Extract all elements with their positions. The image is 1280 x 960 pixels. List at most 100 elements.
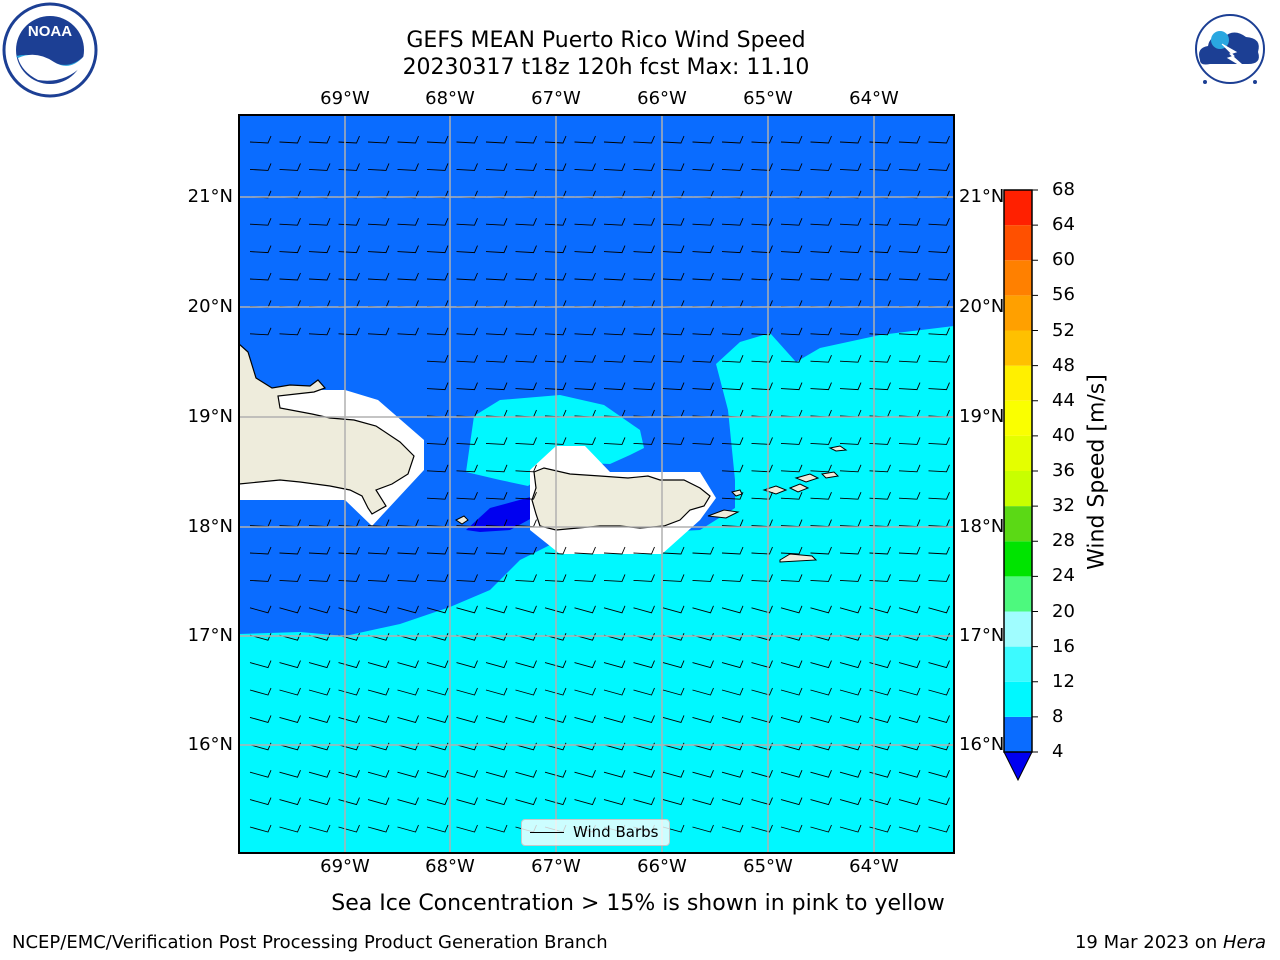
wind-barb xyxy=(308,770,331,778)
wind-barb xyxy=(544,660,567,669)
wind-barb xyxy=(515,382,537,391)
wind-barb xyxy=(751,546,773,555)
island-tortola xyxy=(794,473,820,483)
wind-barb xyxy=(397,687,419,696)
wind-barb xyxy=(721,135,744,144)
wind-barb xyxy=(928,605,950,614)
wind-barb xyxy=(869,355,891,363)
wind-barb xyxy=(839,218,862,226)
wind-barb xyxy=(279,605,301,614)
wind-barb xyxy=(426,437,449,445)
wind-barb xyxy=(367,218,390,226)
wind-barb xyxy=(692,660,714,669)
colorbar-tick-label: 68 xyxy=(1052,179,1075,200)
wind-barb xyxy=(898,574,921,582)
colorbar-tick-label: 20 xyxy=(1052,600,1075,622)
wind-barb xyxy=(810,355,832,363)
wind-barb xyxy=(485,355,508,363)
wind-barb xyxy=(308,574,331,582)
wind-barb xyxy=(662,797,685,806)
wind-barb xyxy=(810,135,832,144)
wind-barb xyxy=(308,715,331,723)
wind-barb xyxy=(603,272,626,281)
wind-barb xyxy=(397,660,419,669)
colorbar-tick-label: 16 xyxy=(1052,635,1075,657)
wind-barb xyxy=(397,272,419,281)
wind-barb xyxy=(574,245,596,254)
wind-barb xyxy=(279,272,301,281)
wind-barb xyxy=(869,163,891,171)
wind-barb xyxy=(928,355,950,363)
wind-barb xyxy=(751,382,773,391)
wind-barb xyxy=(721,272,744,281)
colorbar-tick-label: 44 xyxy=(1052,389,1075,411)
wind-barb xyxy=(574,218,596,226)
wind-barb xyxy=(751,163,773,171)
colorbar-tick-label: 40 xyxy=(1052,424,1075,446)
wind-barb xyxy=(308,135,331,144)
wind-barb xyxy=(810,687,832,696)
wind-barb xyxy=(869,770,891,778)
wind-barb xyxy=(780,355,803,363)
wind-barb xyxy=(367,327,390,336)
wind-barb xyxy=(721,660,744,669)
wind-barb xyxy=(751,824,773,833)
wind-barb xyxy=(751,245,773,254)
colorbar-bin-4-8 xyxy=(1004,716,1032,752)
wind-barb xyxy=(928,574,950,582)
wind-barb xyxy=(633,272,655,281)
wind-barb xyxy=(692,163,714,171)
wind-barb xyxy=(249,660,272,669)
wind-barb xyxy=(662,437,685,445)
wind-barb xyxy=(485,687,508,696)
wind-barb xyxy=(249,245,272,254)
wind-barb xyxy=(898,272,921,281)
wind-barb xyxy=(485,382,508,391)
wind-barb xyxy=(810,574,832,582)
noaa-logo: NOAA xyxy=(2,2,98,98)
wind-barb xyxy=(397,797,419,806)
colorbar-tick-label: 64 xyxy=(1052,214,1075,236)
wind-barb xyxy=(633,245,655,254)
wind-barb xyxy=(515,492,537,500)
wind-barb xyxy=(692,824,714,833)
map-area xyxy=(239,115,954,853)
noaa-logo-text: NOAA xyxy=(28,23,72,40)
wind-barb xyxy=(721,327,744,336)
wind-barb xyxy=(574,797,596,806)
wind-barb xyxy=(751,355,773,363)
lon-label-top-67w: 67°W xyxy=(531,88,581,109)
wind-barb xyxy=(574,770,596,778)
wind-barb xyxy=(780,135,803,144)
wind-barb xyxy=(928,218,950,226)
wind-barb xyxy=(574,437,596,445)
lon-label-top-66w: 66°W xyxy=(637,88,687,109)
wind-barb xyxy=(839,437,862,445)
wind-barb xyxy=(751,770,773,778)
wind-barb xyxy=(839,272,862,281)
wind-barb xyxy=(249,218,272,226)
wind-barb xyxy=(721,687,744,696)
wind-barb xyxy=(603,218,626,226)
wind-barb xyxy=(662,218,685,226)
wind-barb xyxy=(721,715,744,723)
wind-barb xyxy=(544,163,567,171)
wind-barb xyxy=(869,715,891,723)
wind-barb xyxy=(485,245,508,254)
wind-barb xyxy=(898,327,921,336)
wind-barb xyxy=(426,218,449,226)
wind-barb xyxy=(308,687,331,696)
wind-barb xyxy=(662,355,685,363)
wind-barb xyxy=(898,492,921,500)
wind-barb xyxy=(751,135,773,144)
wind-barb xyxy=(869,327,891,336)
wind-barb xyxy=(279,218,301,226)
wind-barb xyxy=(456,797,478,806)
credit-organization: NCEP/EMC/Verification Post Processing Pr… xyxy=(12,932,608,953)
wind-barb xyxy=(249,797,272,806)
wind-barb xyxy=(456,163,478,171)
wind-barb xyxy=(780,437,803,445)
wind-barb xyxy=(780,492,803,500)
wind-barb xyxy=(751,574,773,582)
lat-label-right-16n: 16°N xyxy=(959,734,1005,755)
